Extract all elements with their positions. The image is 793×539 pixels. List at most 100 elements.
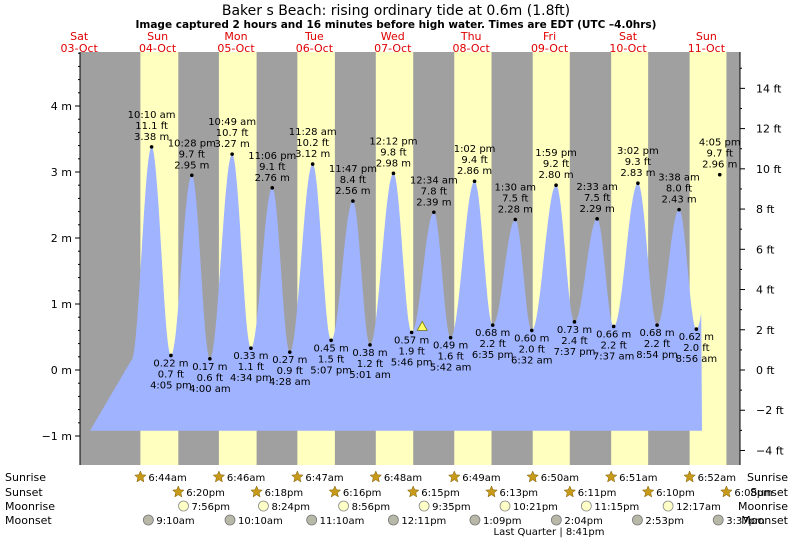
low-tide-feet: 2.0 ft: [683, 343, 709, 354]
sunrise-icon: [291, 470, 304, 483]
moonrise-icon: [499, 500, 511, 512]
low-tide-time: 7:37 am: [593, 351, 635, 362]
low-tide-time: 7:37 pm: [554, 347, 596, 358]
high-tide-time: 11:47 pm: [329, 164, 377, 175]
current-tide-marker: [416, 320, 428, 331]
low-tide-metres: 0.57 m: [394, 335, 429, 346]
high-tide-feet: 9.4 ft: [461, 155, 487, 166]
sunset-time: 6:15pm: [421, 488, 460, 499]
high-tide-time: 1:59 pm: [535, 148, 577, 159]
sunset-time: 6:13pm: [500, 488, 539, 499]
high-tide-metres: 2.43 m: [661, 195, 696, 206]
moonset-row-label: Moonset: [5, 514, 52, 527]
sunset-time: 6:08pm: [734, 488, 773, 499]
day-labels: Sat03-OctSun04-OctMon05-OctTue06-OctWed0…: [61, 30, 726, 55]
low-tide-metres: 0.17 m: [192, 362, 227, 373]
low-tide-metres: 0.27 m: [272, 355, 307, 366]
high-tide-time: 3:38 am: [658, 173, 700, 184]
low-tide-feet: 2.0 ft: [519, 344, 545, 355]
high-tide-metres: 2.83 m: [620, 168, 655, 179]
sunset-icon: [171, 485, 185, 498]
high-tide-point: [677, 207, 681, 212]
moonrise-icon: [178, 500, 189, 512]
moonset-icon: [306, 514, 318, 526]
sunrise-time: 6:52am: [698, 473, 736, 484]
low-tide-point: [368, 343, 372, 347]
moonset-icon: [550, 514, 562, 526]
low-tide-metres: 0.33 m: [233, 351, 268, 362]
day-name: Tue: [304, 30, 324, 43]
low-tide-point: [529, 328, 534, 333]
day-name: Wed: [381, 30, 405, 43]
high-tide-point: [513, 217, 518, 222]
left-tick-label: 2 m: [51, 232, 72, 245]
high-tide-point: [636, 181, 640, 186]
low-tide-point: [611, 324, 616, 329]
high-tide-feet: 9.1 ft: [259, 162, 285, 173]
high-tide-point: [189, 173, 194, 178]
moonset-icon: [224, 514, 236, 526]
low-tide-metres: 0.60 m: [514, 333, 549, 344]
low-tide-point: [208, 356, 212, 361]
low-tide-point: [448, 335, 453, 340]
low-tide-feet: 0.7 ft: [158, 369, 184, 380]
right-tick-label: −2 ft: [756, 404, 784, 417]
high-tide-metres: 3.27 m: [215, 139, 250, 150]
high-tide-time: 11:06 pm: [248, 151, 296, 162]
day-name: Fri: [543, 30, 556, 43]
high-tide-time: 2:33 am: [576, 182, 618, 193]
high-tide-feet: 8.4 ft: [340, 175, 366, 186]
sunrise-time: 6:48am: [384, 473, 422, 484]
high-tide-metres: 3.12 m: [295, 149, 330, 160]
low-tide-feet: 1.2 ft: [357, 359, 383, 370]
day-date: 10-Oct: [609, 42, 647, 55]
sunset-icon: [641, 485, 655, 498]
day-date: 08-Oct: [453, 42, 491, 55]
high-tide-feet: 8.0 ft: [666, 184, 692, 195]
high-tide-point: [149, 145, 154, 149]
low-tide-feet: 1.6 ft: [437, 352, 463, 363]
high-tide-time: 11:28 am: [289, 127, 337, 138]
sunrise-icon: [369, 470, 383, 483]
right-tick-label: 8 ft: [756, 203, 775, 216]
day-date: 03-Oct: [61, 42, 99, 55]
sunset-time: 6:16pm: [343, 488, 382, 499]
low-tide-feet: 2.2 ft: [644, 339, 670, 350]
low-tide-point: [287, 350, 292, 354]
high-tide-time: 10:10 am: [128, 110, 176, 121]
chart-subtitle: Image captured 2 hours and 16 minutes be…: [136, 19, 657, 31]
high-tide-point: [595, 217, 599, 221]
day-date: 06-Oct: [296, 42, 334, 55]
low-tide-time: 4:34 pm: [230, 373, 272, 384]
moonrise-time: 9:35pm: [432, 502, 471, 513]
high-tide-feet: 9.3 ft: [625, 157, 651, 168]
high-tide-time: 1:02 pm: [454, 144, 496, 155]
low-tide-time: 8:56 am: [676, 354, 718, 365]
sunrise-icon: [212, 470, 226, 483]
sunrise-time: 6:51am: [619, 473, 657, 484]
right-tick-label: 0 ft: [756, 364, 775, 377]
low-tide-point: [409, 330, 414, 335]
right-tick-label: 14 ft: [756, 82, 782, 95]
sunset-time: 6:11pm: [578, 488, 617, 499]
moonset-row-label-right: Moonset: [741, 514, 788, 527]
high-tide-feet: 10.7 ft: [216, 128, 249, 139]
high-tide-point: [230, 152, 234, 156]
low-tide-feet: 2.4 ft: [561, 336, 587, 347]
right-tick-label: 12 ft: [756, 123, 782, 136]
moonrise-time: 8:56pm: [352, 502, 391, 513]
low-tide-time: 8:54 pm: [636, 350, 678, 361]
high-tide-feet: 7.5 ft: [502, 194, 528, 205]
low-tide-metres: 0.68 m: [475, 328, 510, 339]
low-tide-feet: 2.2 ft: [480, 339, 506, 350]
low-tide-point: [655, 323, 659, 327]
moonset-icon: [142, 514, 154, 526]
sunset-icon: [563, 485, 577, 498]
day-date: 05-Oct: [217, 42, 255, 55]
high-tide-metres: 2.86 m: [457, 166, 492, 177]
high-tide-point: [472, 179, 477, 184]
sunset-time: 6:18pm: [265, 488, 304, 499]
high-tide-feet: 9.7 ft: [707, 149, 733, 160]
